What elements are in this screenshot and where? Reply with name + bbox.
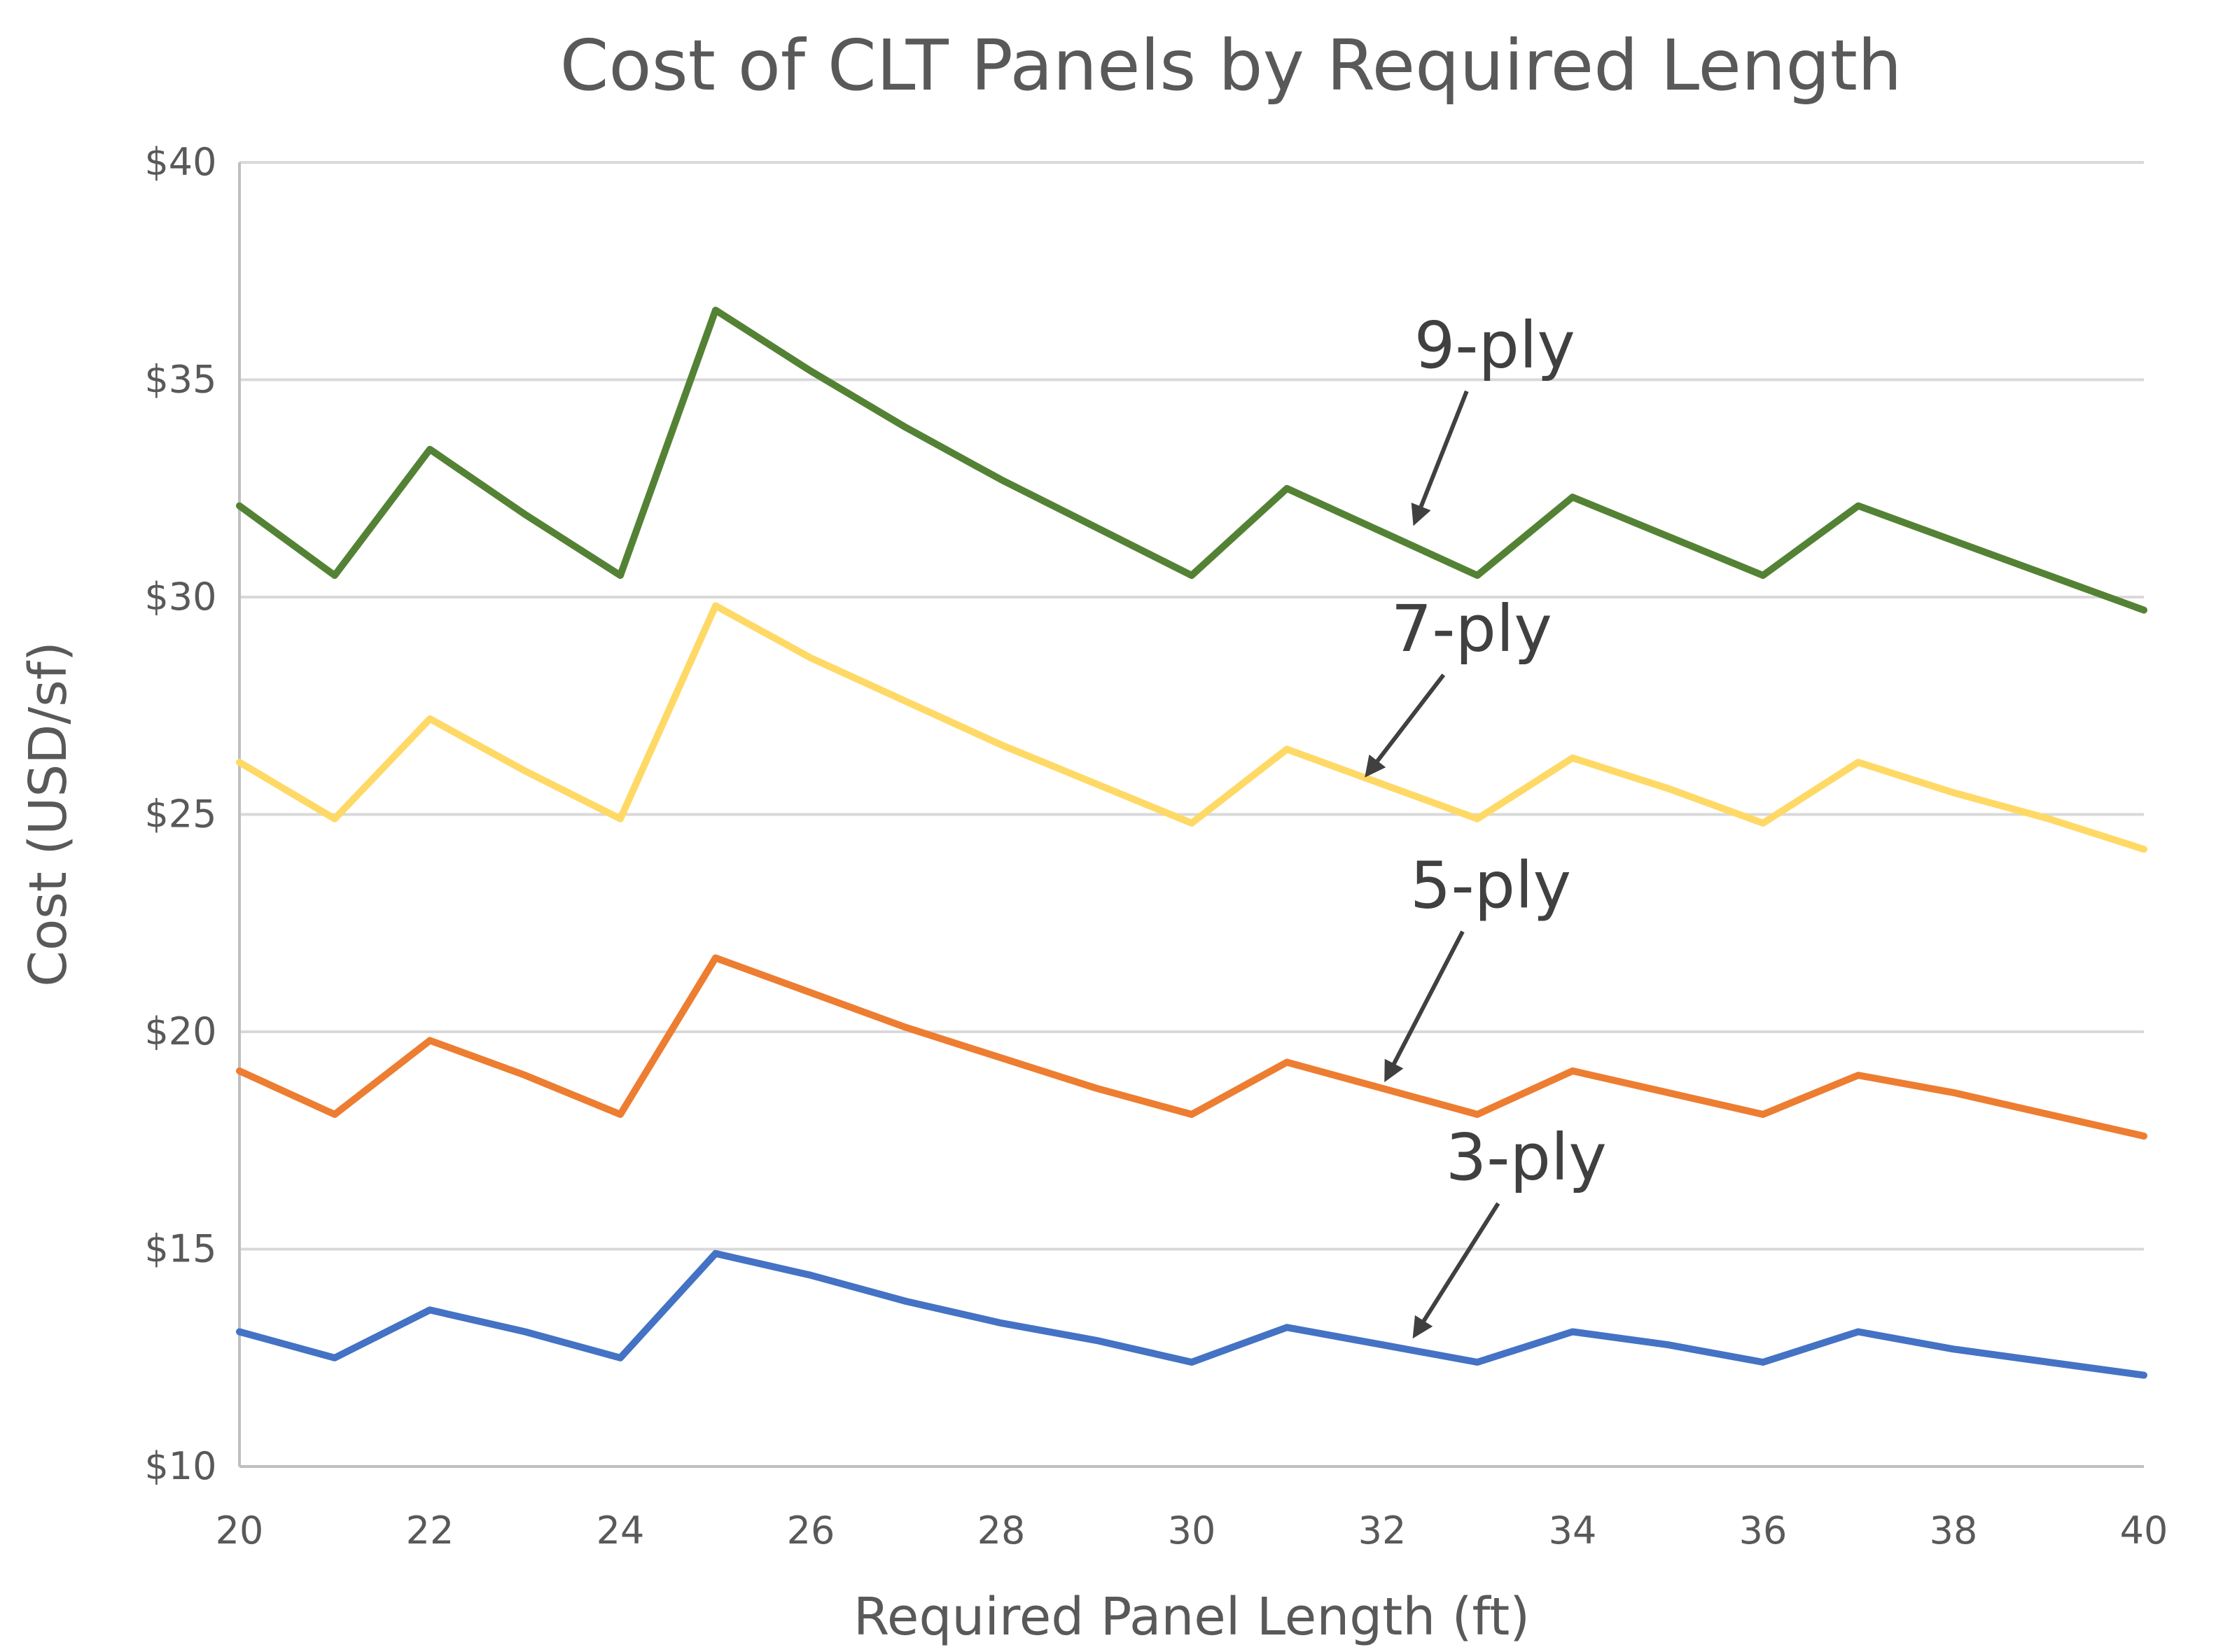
series-line-3-ply [236,1250,2147,1379]
annotation-arrow-9-ply [1411,390,1469,526]
y-tick-label: $40 [144,140,216,184]
x-tick-label: 20 [216,1508,264,1553]
x-tick-label: 26 [787,1508,835,1553]
annotation-label-3-ply: 3-ply [1446,1120,1607,1195]
y-tick-label: $35 [144,358,216,402]
series-lines [236,307,2147,1379]
x-tick-label: 24 [597,1508,645,1553]
series-line-9-ply [236,307,2147,614]
series-line-5-ply [236,954,2147,1140]
gridlines [239,161,2144,1251]
annotation-arrow-3-ply [1412,1202,1500,1339]
annotation-arrow-5-ply [1384,930,1465,1083]
annotation-label-9-ply: 9-ply [1414,308,1575,383]
y-tick-label: $15 [144,1227,216,1271]
y-tick-labels: $10 $15 $20 $25 $30 $35 $40 [144,140,216,1488]
annotation-label-5-ply: 5-ply [1410,848,1571,923]
y-tick-label: $10 [144,1444,216,1488]
chart-title: Cost of CLT Panels by Required Length [560,24,1902,106]
x-tick-label: 38 [1930,1508,1978,1553]
series-line-7-ply [236,602,2147,853]
x-tick-label: 22 [406,1508,454,1553]
x-axis-title: Required Panel Length (ft) [853,1587,1530,1647]
x-tick-labels: 20 22 24 26 28 30 32 34 36 38 40 [216,1508,2168,1553]
axes [238,162,2144,1468]
x-tick-label: 36 [1739,1508,1788,1553]
x-tick-label: 28 [977,1508,1026,1553]
x-tick-label: 34 [1549,1508,1597,1553]
annotation-label-7-ply: 7-ply [1391,592,1552,666]
x-tick-label: 32 [1358,1508,1407,1553]
annotation-arrow-7-ply [1365,673,1446,778]
y-axis-title: Cost (USD/sf) [18,641,78,986]
x-tick-label: 30 [1168,1508,1216,1553]
x-tick-label: 40 [2120,1508,2168,1553]
y-tick-label: $25 [144,792,216,836]
y-tick-label: $20 [144,1009,216,1054]
series-annotations: 9-ply 7-ply 5-ply 3-ply [1365,308,1607,1339]
y-tick-label: $30 [144,575,216,619]
